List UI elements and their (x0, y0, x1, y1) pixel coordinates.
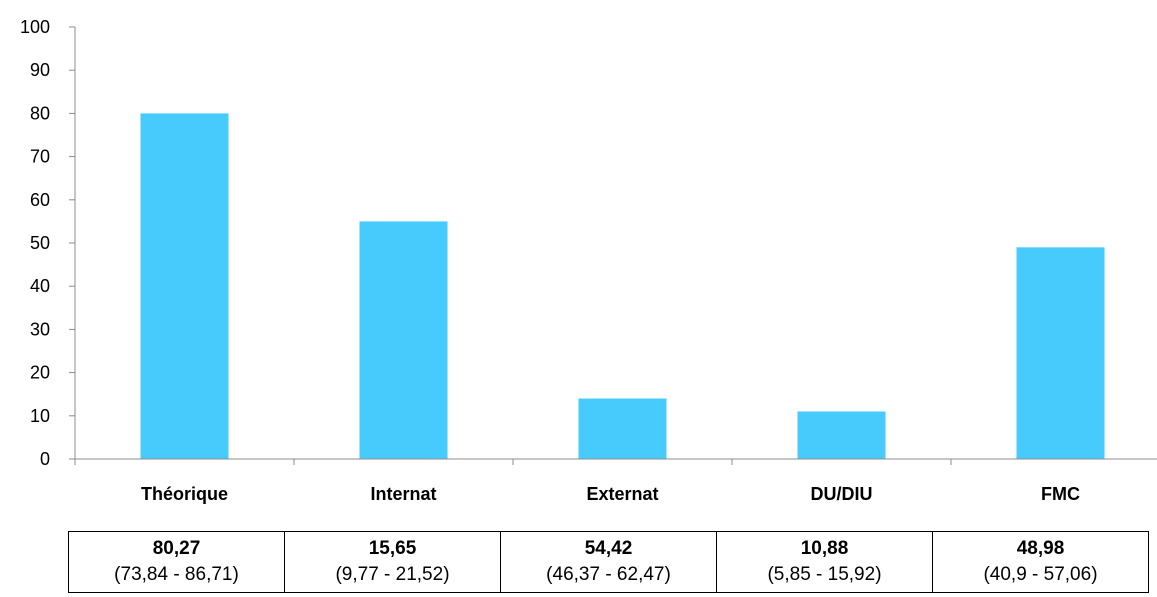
cell-value: 80,27 (152, 538, 201, 559)
x-tick-label: DU/DIU (811, 484, 873, 504)
bar (797, 411, 886, 459)
y-tick-label: 90 (30, 60, 50, 80)
y-tick-label: 50 (30, 233, 50, 253)
summary-table: 80,27 (73,84 - 86,71) 15,65 (9,77 - 21,5… (68, 531, 1149, 593)
bars (140, 113, 1105, 460)
y-tick-label: 40 (30, 276, 50, 296)
y-tick-label: 70 (30, 147, 50, 167)
bar (140, 113, 229, 460)
table-cell: 54,42 (46,37 - 62,47) (500, 531, 717, 593)
cell-interval: (73,84 - 86,71) (114, 564, 239, 585)
bar (359, 221, 448, 459)
cell-interval: (40,9 - 57,06) (983, 564, 1098, 585)
table-cell: 15,65 (9,77 - 21,52) (284, 531, 501, 593)
x-tick-label: Externat (586, 484, 658, 504)
bar-chart: 0 10 20 30 40 50 60 70 80 90 100 Théorique Internat… (20, 17, 1157, 504)
cell-value: 10,88 (800, 538, 849, 559)
x-tick-label: Internat (370, 484, 436, 504)
x-axis: Théorique Internat Externat DU/DIU FMC (75, 458, 1157, 504)
y-tick-label: 10 (30, 406, 50, 426)
cell-value: 15,65 (368, 538, 417, 559)
table-cell: 10,88 (5,85 - 15,92) (716, 531, 933, 593)
bar (578, 398, 667, 459)
table-cell: 80,27 (73,84 - 86,71) (68, 531, 285, 593)
table-row: 80,27 (73,84 - 86,71) 15,65 (9,77 - 21,5… (68, 531, 1149, 593)
cell-value: 48,98 (1016, 538, 1065, 559)
cell-interval: (5,85 - 15,92) (767, 564, 882, 585)
y-axis: 0 10 20 30 40 50 60 70 80 90 100 (20, 17, 76, 469)
x-tick-label: FMC (1041, 484, 1080, 504)
y-tick-label: 100 (20, 17, 50, 37)
cell-interval: (46,37 - 62,47) (546, 564, 671, 585)
table-cell: 48,98 (40,9 - 57,06) (932, 531, 1149, 593)
cell-interval: (9,77 - 21,52) (335, 564, 450, 585)
y-tick-label: 80 (30, 103, 50, 123)
y-tick-label: 20 (30, 363, 50, 383)
y-tick-label: 60 (30, 190, 50, 210)
y-tick-label: 0 (40, 449, 50, 469)
y-tick-label: 30 (30, 319, 50, 339)
cell-value: 54,42 (584, 538, 633, 559)
x-tick-label: Théorique (141, 484, 228, 504)
bar (1016, 247, 1105, 459)
